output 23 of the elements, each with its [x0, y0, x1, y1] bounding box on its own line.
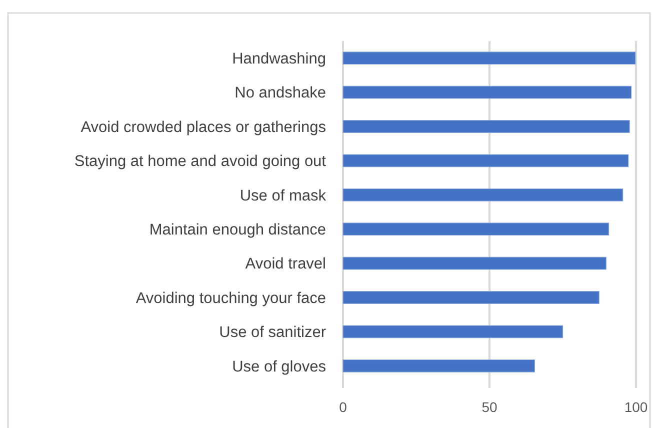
- x-tick-label: 100: [624, 398, 648, 415]
- y-tick-label: Maintain enough distance: [149, 222, 326, 239]
- bar: [342, 291, 600, 304]
- bar: [342, 52, 636, 65]
- bar: [342, 256, 606, 270]
- bar: [342, 325, 564, 338]
- y-tick-label: Avoid travel: [245, 256, 326, 273]
- y-tick-label: Handwashing: [232, 50, 326, 68]
- x-tick-label: 0: [339, 398, 348, 415]
- y-tick-label: No andshake: [234, 84, 326, 102]
- bar: [342, 86, 632, 99]
- y-tick-label: Staying at home and avoid going out: [74, 153, 327, 170]
- y-tick-label: Use of sanitizer: [219, 324, 326, 342]
- y-tick-label: Use of gloves: [232, 358, 326, 376]
- bar: [342, 154, 629, 168]
- bar: [342, 359, 535, 372]
- y-tick-label: Avoid crowded places or gatherings: [80, 118, 326, 136]
- y-tick-label: Avoiding touching your face: [136, 290, 326, 307]
- x-tick-label: 50: [482, 398, 498, 415]
- bar: [342, 120, 630, 133]
- bar: [342, 222, 610, 236]
- y-tick-label: Use of mask: [240, 187, 326, 204]
- bar: [342, 188, 624, 202]
